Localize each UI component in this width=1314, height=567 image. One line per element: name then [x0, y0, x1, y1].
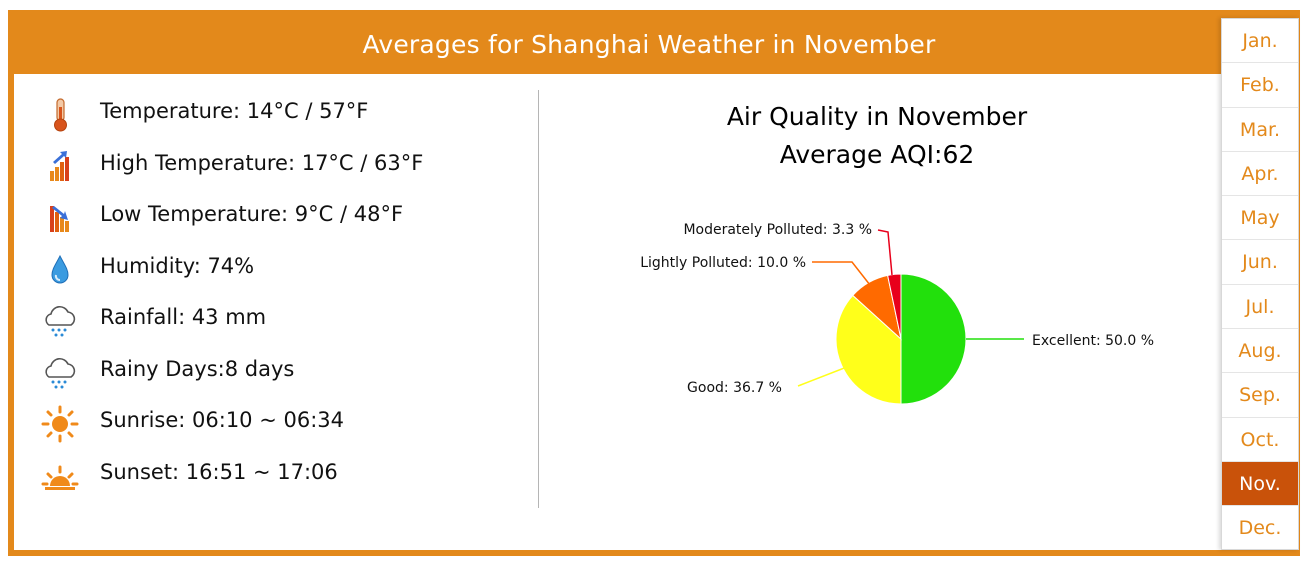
- humidity-drop-icon: [40, 250, 80, 290]
- weather-averages-panel: Averages for Shanghai Weather in Novembe…: [8, 10, 1300, 556]
- stat-text: Sunrise: 06:10 ~ 06:34: [100, 408, 345, 432]
- stat-rainfall: Rainfall: 43 mm: [40, 301, 520, 353]
- pie-connector-moderately-polluted: [877, 229, 893, 276]
- month-item-nov[interactable]: Nov.: [1222, 461, 1298, 507]
- month-item-oct[interactable]: Oct.: [1222, 418, 1298, 462]
- panel-divider: [538, 90, 539, 508]
- stat-text: Sunset: 16:51 ~ 17:06: [100, 459, 338, 484]
- month-item-jan[interactable]: Jan.: [1222, 19, 1298, 64]
- air-quality-chart: Air Quality in November Average AQI:62 E…: [552, 80, 1212, 520]
- stat-temperature: Temperature: 14°C / 57°F: [40, 95, 520, 147]
- month-item-dec[interactable]: Dec.: [1238, 517, 1282, 540]
- stat-text: Low Temperature: 9°C / 48°F: [100, 202, 404, 226]
- pie-slice-good[interactable]: [835, 294, 902, 405]
- pie-chart-canvas: Excellent: 50.0 % Good: 36.7 % Lightly Pol…: [640, 222, 1154, 405]
- stat-rainy-days: Rainy Days:8 days: [40, 353, 520, 405]
- panel-header: Averages for Shanghai Weather in Novembe…: [14, 16, 1294, 74]
- month-item-sep[interactable]: Sep.: [1222, 373, 1298, 418]
- pie-label-lightly-polluted: Lightly Polluted: 10.0 %: [640, 255, 806, 271]
- stat-text: Temperature: 14°C / 57°F: [100, 99, 369, 123]
- pie-label-good: Good: 36.7 %: [687, 380, 782, 396]
- low-temperature-icon: [40, 198, 80, 238]
- month-item-may[interactable]: May: [1222, 196, 1298, 241]
- stat-humidity: Humidity: 74%: [40, 250, 520, 302]
- sunset-icon: [40, 456, 80, 496]
- month-selector: Jan. Feb. Mar. Apr. May Jun. Jul. Aug. Sep. Oct. N…: [1221, 18, 1299, 550]
- weather-stats-list: Temperature: 14°C / 57°F High Temperatur…: [40, 95, 520, 507]
- month-item-aug[interactable]: Aug.: [1222, 329, 1298, 374]
- stat-low-temperature: Low Temperature: 9°C / 48°F: [40, 198, 520, 250]
- month-item-mar[interactable]: Mar.: [1222, 108, 1298, 152]
- chart-title: Air Quality in November: [726, 102, 1028, 131]
- stat-text: Rainfall: 43 mm: [100, 305, 267, 329]
- sunrise-icon: [40, 404, 80, 444]
- page-title: Averages for Shanghai Weather in Novembe…: [362, 30, 936, 59]
- pie-label-moderately-polluted: Moderately Polluted: 3.3 %: [683, 222, 872, 238]
- chart-subtitle: Average AQI:62: [779, 140, 975, 169]
- pie-label-excellent: Excellent: 50.0 %: [1032, 333, 1154, 349]
- rain-cloud-icon: [40, 353, 80, 393]
- pie-connector-lightly-polluted: [812, 261, 871, 286]
- month-item-jul[interactable]: Jul.: [1222, 285, 1298, 330]
- month-item-feb[interactable]: Feb.: [1222, 63, 1298, 108]
- stat-sunset: Sunset: 16:51 ~ 17:06: [40, 456, 520, 508]
- stat-text: High Temperature: 17°C / 63°F: [100, 150, 424, 175]
- stat-text: Rainy Days:8 days: [100, 356, 295, 381]
- month-item-apr[interactable]: Apr.: [1222, 152, 1298, 197]
- pie-connector-good: [797, 364, 853, 387]
- high-temperature-icon: [40, 147, 80, 187]
- thermometer-icon: [40, 95, 80, 135]
- month-item-jun[interactable]: Jun.: [1222, 240, 1298, 285]
- pie-slice-moderately-polluted[interactable]: [887, 273, 902, 340]
- rain-cloud-icon: [40, 301, 80, 341]
- stat-sunrise: Sunrise: 06:10 ~ 06:34: [40, 404, 520, 456]
- stat-high-temperature: High Temperature: 17°C / 63°F: [40, 147, 520, 199]
- pie-slice-excellent[interactable]: [900, 273, 967, 405]
- stat-text: Humidity: 74%: [100, 253, 255, 278]
